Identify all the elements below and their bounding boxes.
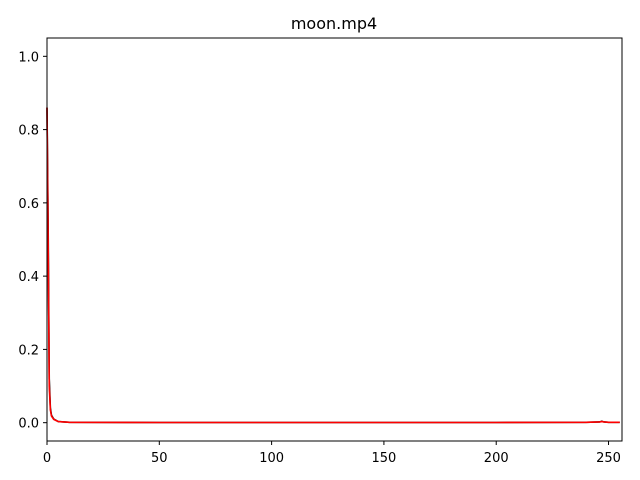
x-tick-label: 250 — [596, 451, 621, 466]
y-tick-label: 1.0 — [18, 50, 39, 65]
y-tick-label: 0.4 — [18, 270, 39, 285]
x-tick-label: 0 — [43, 451, 51, 466]
plot-frame — [46, 37, 623, 442]
y-tick-label: 0.2 — [18, 343, 39, 358]
series-layer — [46, 107, 620, 424]
series-line-1 — [46, 107, 620, 424]
x-tick-label: 150 — [372, 451, 397, 466]
x-axis: 0 50 100 150 200 250 — [43, 441, 621, 466]
y-tick-label: 0.8 — [18, 124, 39, 139]
x-tick-label: 200 — [484, 451, 509, 466]
y-tick-label: 0.6 — [18, 197, 39, 212]
x-tick-label: 50 — [151, 451, 168, 466]
y-axis: 0.0 0.2 0.4 0.6 0.8 1.0 — [18, 50, 47, 432]
chart-title: moon.mp4 — [291, 14, 377, 33]
y-tick-label: 0.0 — [18, 417, 39, 432]
x-tick-label: 100 — [259, 451, 284, 466]
